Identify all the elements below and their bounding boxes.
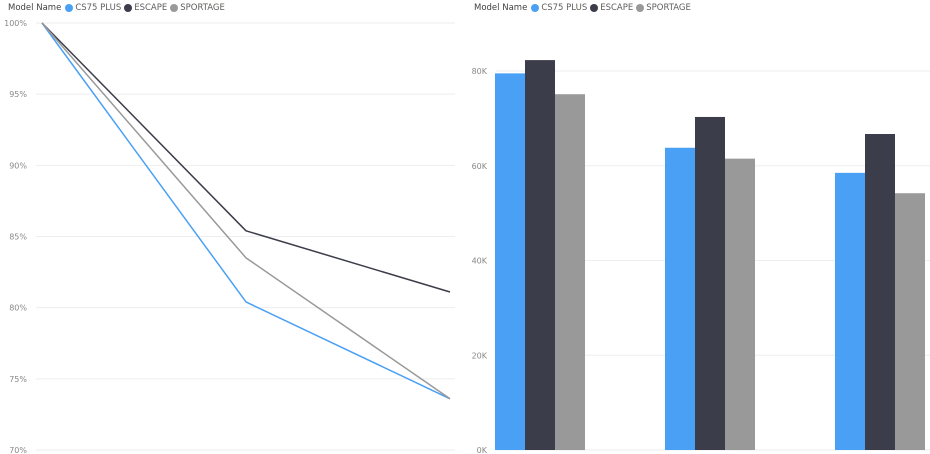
y-tick-label: 85% xyxy=(9,233,27,242)
legend-label-sportage: SPORTAGE xyxy=(646,3,691,13)
bar-sportage[interactable] xyxy=(555,94,585,451)
bar-cs75-plus[interactable] xyxy=(495,73,525,451)
series-line-sportage[interactable] xyxy=(41,22,451,400)
bar-chart-panel: Model Name CS75 PLUS ESCAPE SPORTAGE 0K 2… xyxy=(460,0,930,454)
bar-escape[interactable] xyxy=(695,116,725,451)
line-chart: 100% 95% 90% 85% 80% 75% 70% xyxy=(4,19,455,454)
series-line-cs75-plus[interactable] xyxy=(41,22,451,400)
bar-cs75-plus[interactable] xyxy=(665,147,695,450)
bar-escape[interactable] xyxy=(865,134,895,451)
legend-title: Model Name xyxy=(8,3,62,13)
legend-item-cs75-plus[interactable]: CS75 PLUS xyxy=(531,3,587,13)
bar-sportage[interactable] xyxy=(725,158,755,451)
y-tick-label: 80% xyxy=(9,304,27,313)
bar-escape[interactable] xyxy=(525,60,555,450)
legend-swatch-sportage xyxy=(170,4,179,12)
bar-cs75-plus[interactable] xyxy=(835,172,865,450)
y-tick-label: 90% xyxy=(9,161,27,170)
legend: Model Name CS75 PLUS ESCAPE SPORTAGE xyxy=(8,2,228,14)
y-tick-label: 100% xyxy=(4,19,27,28)
y-tick-label: 40K xyxy=(472,257,488,266)
legend-label-cs75-plus: CS75 PLUS xyxy=(541,3,588,13)
legend-item-sportage[interactable]: SPORTAGE xyxy=(170,3,225,13)
legend-item-escape[interactable]: ESCAPE xyxy=(124,3,167,13)
legend: Model Name CS75 PLUS ESCAPE SPORTAGE xyxy=(474,2,694,14)
legend-title: Model Name xyxy=(474,3,528,13)
legend-swatch-cs75-plus xyxy=(65,4,74,12)
series-line-escape[interactable] xyxy=(41,22,451,293)
legend-swatch-sportage xyxy=(636,4,645,12)
legend-label-sportage: SPORTAGE xyxy=(180,3,225,13)
data-point-sportage[interactable] xyxy=(448,396,453,401)
y-tick-label: 20K xyxy=(472,351,488,360)
data-point-escape[interactable] xyxy=(448,290,453,295)
legend-label-cs75-plus: CS75 PLUS xyxy=(75,3,122,13)
data-point-sportage[interactable] xyxy=(244,255,249,260)
y-tick-label: 70% xyxy=(9,446,27,454)
data-point-sportage[interactable] xyxy=(40,21,45,26)
bar-chart: 0K 20K 40K 60K 80K xyxy=(472,60,930,454)
legend-item-sportage[interactable]: SPORTAGE xyxy=(636,3,691,13)
legend-swatch-escape xyxy=(590,4,599,12)
data-point-cs75-plus[interactable] xyxy=(244,299,249,304)
legend-swatch-cs75-plus xyxy=(531,4,540,12)
bar-sportage[interactable] xyxy=(895,193,925,451)
y-tick-label: 0K xyxy=(477,446,488,454)
legend-item-escape[interactable]: ESCAPE xyxy=(590,3,633,13)
y-tick-label: 80K xyxy=(472,67,488,76)
y-tick-label: 60K xyxy=(472,162,488,171)
legend-label-escape: ESCAPE xyxy=(134,3,168,13)
legend-swatch-escape xyxy=(124,4,133,12)
legend-label-escape: ESCAPE xyxy=(600,3,634,13)
y-tick-label: 75% xyxy=(9,375,27,384)
y-tick-label: 95% xyxy=(9,90,27,99)
legend-item-cs75-plus[interactable]: CS75 PLUS xyxy=(65,3,121,13)
line-chart-panel: Model Name CS75 PLUS ESCAPE SPORTAGE 100… xyxy=(0,0,460,454)
data-point-escape[interactable] xyxy=(244,228,249,233)
